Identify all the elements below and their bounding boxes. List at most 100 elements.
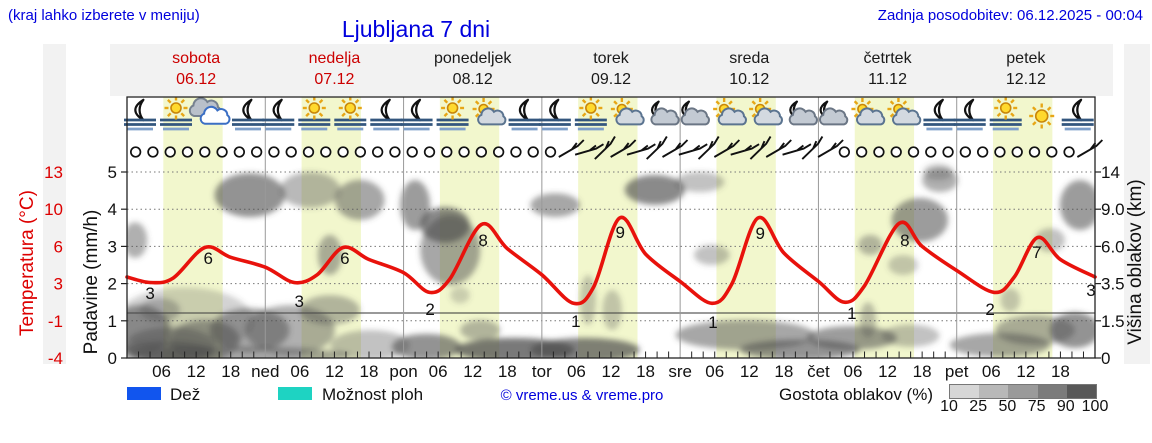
x-hour-label: 18 xyxy=(359,362,379,381)
moon-fog-icon xyxy=(400,98,433,131)
x-hour-label: 06 xyxy=(981,362,1001,381)
wind-barb-icon xyxy=(678,143,708,156)
cloud-blob xyxy=(579,275,597,325)
location-menu-hint: (kraj lahko izberete v meniju) xyxy=(8,7,200,24)
daylight-band xyxy=(716,97,776,358)
calm-wind-icon xyxy=(838,146,851,158)
x-hour-label: 12 xyxy=(601,362,621,381)
day-name: nedelja xyxy=(308,50,361,67)
day-name: četrtek xyxy=(863,50,912,67)
wind-barb-icon xyxy=(1076,139,1104,158)
cloud-blob xyxy=(530,337,640,358)
page-title: Ljubljana 7 dni xyxy=(341,16,491,42)
cloud-blob xyxy=(420,206,470,243)
x-hour-label: 12 xyxy=(739,362,759,381)
cloud-blob xyxy=(127,341,214,358)
calm-wind-icon xyxy=(147,146,159,158)
cloud-blob xyxy=(693,244,730,265)
x-day-abbrev: pon xyxy=(389,362,418,381)
cloud-density-scale-value: 75 xyxy=(1027,398,1046,415)
precip-tick-label: 5 xyxy=(108,163,117,182)
cloud-blob xyxy=(888,254,919,276)
calm-wind-icon xyxy=(959,146,972,158)
sun-fog-icon xyxy=(574,96,607,131)
x-day-abbrev: ned xyxy=(251,362,280,381)
temp-value-label: 3 xyxy=(1086,281,1095,300)
precip-tick-label: 3 xyxy=(108,237,117,256)
calm-wind-icon xyxy=(1063,146,1075,158)
calm-wind-icon xyxy=(164,146,176,158)
plot-frame xyxy=(126,96,1096,359)
temp-tick-label: 6 xyxy=(54,237,63,256)
cloudy-icon xyxy=(188,97,231,125)
x-hour-label: 06 xyxy=(290,362,310,381)
wind-barb-icon xyxy=(558,139,585,158)
calm-wind-icon xyxy=(250,146,263,158)
x-hour-label: 12 xyxy=(1016,362,1036,381)
x-hour-label: 06 xyxy=(428,362,448,381)
wind-barb-icon xyxy=(765,139,792,158)
calm-wind-icon xyxy=(976,146,989,158)
calm-wind-icon xyxy=(890,146,902,158)
calm-wind-icon xyxy=(544,146,557,158)
calm-wind-icon xyxy=(1011,146,1023,158)
calm-wind-icon xyxy=(406,146,418,158)
cloud-density-scale-value: 100 xyxy=(1081,398,1109,415)
wind-barb-icon xyxy=(730,143,760,156)
temp-value-label: 2 xyxy=(985,300,994,319)
cloud-blob xyxy=(624,174,685,205)
sun-cloud-icon xyxy=(713,98,747,126)
cloud-blob xyxy=(881,324,940,347)
precip-tick-label: 2 xyxy=(108,275,117,294)
sun-cloud-icon xyxy=(610,98,645,126)
calm-wind-icon xyxy=(302,146,315,158)
moon-fog-icon xyxy=(124,98,156,131)
cloud-height-tick-label: 0 xyxy=(1101,349,1110,368)
calm-wind-icon xyxy=(216,146,228,158)
precip-tick-label: 1 xyxy=(108,312,117,331)
rain-legend-label: Dež xyxy=(170,385,201,404)
precip-tick-label: 4 xyxy=(108,200,117,219)
moon-fog-icon xyxy=(538,98,571,131)
cloud-blob xyxy=(317,234,342,276)
day-name: sreda xyxy=(729,50,770,67)
temp-value-label: 1 xyxy=(571,312,580,331)
cloud-blob xyxy=(1000,288,1021,312)
cloud-density-segment xyxy=(979,385,1009,398)
daylight-band xyxy=(993,97,1053,358)
cloud-blob xyxy=(530,193,580,218)
calm-wind-icon xyxy=(129,146,142,158)
calm-wind-icon xyxy=(925,146,937,158)
x-hour-label: 18 xyxy=(221,362,241,381)
cloud-density-scale-value: 25 xyxy=(969,398,988,415)
header-band xyxy=(110,44,1113,96)
cloud-blob xyxy=(602,289,622,331)
temp-tick-label: 10 xyxy=(44,200,63,219)
x-hour-label: 18 xyxy=(912,362,932,381)
sun-fog-icon xyxy=(298,96,331,131)
cloud-blob xyxy=(280,172,341,208)
cloud-height-tick-label: 9.0 xyxy=(1101,200,1125,219)
cloud-blob xyxy=(1050,312,1095,348)
calm-wind-icon xyxy=(337,146,349,158)
temp-value-label: 6 xyxy=(340,249,349,268)
cloud-height-tick-label: 1.5 xyxy=(1101,312,1125,331)
day-date: 07.12 xyxy=(314,71,355,88)
cloud-blob xyxy=(858,234,883,255)
sun-fog-icon xyxy=(989,96,1022,131)
temp-value-label: 1 xyxy=(847,304,856,323)
cloud-blob xyxy=(674,172,725,193)
day-header-nedelja: nedelja 07.12 xyxy=(269,48,399,90)
calm-wind-icon xyxy=(441,146,453,158)
calm-wind-icon xyxy=(181,146,194,158)
cloud-blob xyxy=(330,330,410,358)
last-update-text: Zadnja posodobitev: 06.12.2025 - 00:04 xyxy=(877,7,1143,24)
moon-cloud-icon xyxy=(818,100,849,126)
calm-wind-icon xyxy=(458,146,470,158)
calm-wind-icon xyxy=(285,146,297,158)
copyright-text: © vreme.us & vreme.pro xyxy=(500,387,664,404)
wind-barb-icon xyxy=(626,143,656,156)
calm-wind-icon xyxy=(354,146,367,158)
day-header-četrtek: četrtek 11.12 xyxy=(823,48,953,90)
